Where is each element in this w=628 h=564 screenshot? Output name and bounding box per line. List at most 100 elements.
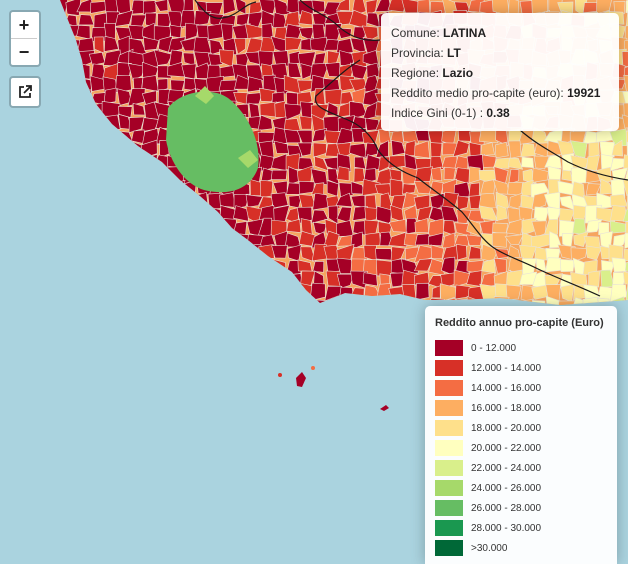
municipality[interactable] <box>468 166 481 184</box>
municipality[interactable] <box>585 219 603 233</box>
municipality[interactable] <box>468 245 482 260</box>
municipality[interactable] <box>272 180 288 196</box>
municipality[interactable] <box>443 219 457 237</box>
municipality[interactable] <box>88 51 106 66</box>
municipality[interactable] <box>375 140 389 158</box>
municipality[interactable] <box>338 182 355 199</box>
municipality[interactable] <box>626 191 628 210</box>
municipality[interactable] <box>468 142 482 157</box>
municipality[interactable] <box>625 128 628 146</box>
municipality[interactable] <box>621 114 628 129</box>
municipality[interactable] <box>296 129 313 147</box>
municipality[interactable] <box>286 218 302 233</box>
municipality[interactable] <box>508 168 520 185</box>
municipality[interactable] <box>520 143 536 158</box>
municipality[interactable] <box>378 128 392 144</box>
municipality[interactable] <box>127 63 145 81</box>
municipality[interactable] <box>270 169 288 180</box>
municipality[interactable] <box>362 49 380 68</box>
municipality[interactable] <box>521 156 534 169</box>
municipality[interactable] <box>508 140 522 159</box>
municipality[interactable] <box>430 166 443 182</box>
municipality[interactable] <box>531 167 549 183</box>
municipality[interactable] <box>508 157 524 170</box>
municipality[interactable] <box>336 27 352 39</box>
municipality[interactable] <box>183 0 194 12</box>
municipality[interactable] <box>195 86 214 104</box>
municipality[interactable] <box>402 183 416 195</box>
municipality[interactable] <box>298 180 315 195</box>
municipality[interactable] <box>625 282 628 301</box>
municipality[interactable] <box>430 142 443 159</box>
municipality[interactable] <box>599 141 615 158</box>
municipality[interactable] <box>414 233 431 246</box>
municipality[interactable] <box>570 140 588 159</box>
municipality[interactable] <box>284 36 303 51</box>
municipality[interactable] <box>335 192 353 208</box>
municipality[interactable] <box>185 22 199 41</box>
municipality[interactable] <box>622 91 628 105</box>
municipality[interactable] <box>624 63 628 79</box>
municipality[interactable] <box>621 51 628 68</box>
municipality[interactable] <box>625 10 628 29</box>
municipality[interactable] <box>544 273 564 288</box>
municipality[interactable] <box>362 272 378 287</box>
municipality[interactable] <box>582 296 601 313</box>
municipality[interactable] <box>403 232 419 247</box>
municipality[interactable] <box>272 127 289 144</box>
municipality[interactable] <box>505 284 522 301</box>
municipality[interactable] <box>143 0 157 16</box>
municipality[interactable] <box>624 232 628 249</box>
municipality[interactable] <box>413 258 434 272</box>
municipality[interactable] <box>624 257 628 275</box>
zoom-in-button[interactable]: + <box>11 12 37 39</box>
municipality[interactable] <box>288 50 300 66</box>
municipality[interactable] <box>336 273 355 289</box>
municipality[interactable] <box>588 270 601 288</box>
municipality[interactable] <box>207 53 224 67</box>
municipality[interactable] <box>169 24 182 39</box>
municipality[interactable] <box>222 0 236 15</box>
municipality[interactable] <box>596 192 614 209</box>
municipality[interactable] <box>258 217 275 238</box>
municipality[interactable] <box>153 49 173 66</box>
municipality[interactable] <box>271 91 285 104</box>
municipality[interactable] <box>271 244 288 259</box>
municipality[interactable] <box>207 23 223 41</box>
municipality[interactable] <box>245 92 263 105</box>
municipality[interactable] <box>284 103 303 121</box>
municipality[interactable] <box>324 88 343 106</box>
municipality[interactable] <box>415 282 430 301</box>
municipality[interactable] <box>452 139 470 158</box>
municipality[interactable] <box>233 38 247 55</box>
municipality[interactable] <box>93 36 105 54</box>
municipality[interactable] <box>404 140 416 156</box>
municipality[interactable] <box>454 167 471 185</box>
municipality[interactable] <box>414 140 431 159</box>
municipality[interactable] <box>588 141 600 159</box>
municipality[interactable] <box>297 142 312 157</box>
municipality[interactable] <box>114 9 134 27</box>
municipality[interactable] <box>596 0 613 15</box>
municipality[interactable] <box>430 244 445 259</box>
municipality[interactable] <box>324 12 341 24</box>
municipality[interactable] <box>361 25 379 42</box>
municipality[interactable] <box>428 232 444 247</box>
municipality[interactable] <box>390 246 406 263</box>
municipality[interactable] <box>336 38 354 55</box>
municipality[interactable] <box>260 179 274 198</box>
municipality[interactable] <box>495 204 508 222</box>
municipality[interactable] <box>309 36 328 52</box>
municipality[interactable] <box>558 219 577 237</box>
municipality[interactable] <box>233 205 249 222</box>
municipality[interactable] <box>335 127 354 146</box>
municipality[interactable] <box>259 101 277 118</box>
municipality[interactable] <box>336 166 350 182</box>
municipality[interactable] <box>103 87 117 104</box>
municipality[interactable] <box>466 234 483 246</box>
municipality[interactable] <box>364 207 380 222</box>
municipality[interactable] <box>154 0 169 12</box>
municipality[interactable] <box>270 192 289 209</box>
municipality[interactable] <box>259 0 277 15</box>
municipality[interactable] <box>312 128 327 142</box>
